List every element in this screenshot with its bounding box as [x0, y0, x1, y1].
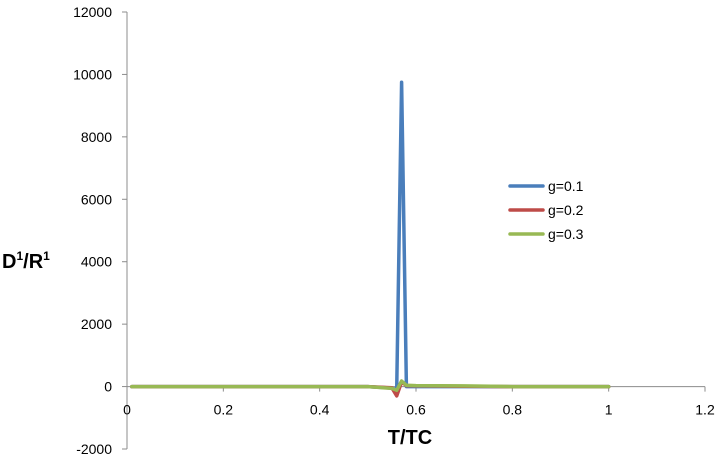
y-tick-label: 2000	[81, 316, 112, 332]
y-tick-label: 8000	[81, 129, 112, 145]
series-group	[130, 80, 611, 398]
y-axis-title-base: D	[2, 251, 16, 273]
x-tick-label: 0.2	[214, 402, 234, 418]
y-axis-title-sup2: 1	[43, 249, 50, 263]
y-tick-label: 12000	[73, 4, 112, 20]
legend-label-2: g=0.2	[548, 202, 584, 218]
y-tick-label: -2000	[76, 441, 112, 457]
series-line-3	[130, 379, 611, 393]
x-tick-label: 0	[123, 402, 131, 418]
y-tick-label: 0	[104, 379, 112, 395]
x-tick-label: 0.6	[406, 402, 426, 418]
y-axis-title: D1/R1	[2, 249, 50, 273]
x-tick-label: 1.2	[695, 402, 715, 418]
x-tick-label: 0.4	[310, 402, 330, 418]
y-axis: -2000 0 2000 4000 6000 8000 10000 12000	[73, 4, 128, 457]
y-tick-label: 10000	[73, 66, 112, 82]
x-axis-title: T/TC	[388, 427, 432, 449]
x-axis: 0 0.2 0.4 0.6 0.8 1 1.2	[123, 386, 715, 418]
x-tick-label: 0.8	[503, 402, 523, 418]
y-axis-title-sup1: 1	[16, 249, 23, 263]
legend-label-1: g=0.1	[548, 178, 584, 194]
legend-label-3: g=0.3	[548, 226, 584, 242]
series-line-2	[130, 380, 611, 398]
series-line-1	[130, 80, 611, 392]
y-tick-label: 6000	[81, 191, 112, 207]
x-tick-label: 1	[605, 402, 613, 418]
legend: g=0.1 g=0.2 g=0.3	[508, 178, 584, 242]
y-tick-label: 4000	[81, 254, 112, 270]
y-axis-title-mid: /R	[23, 251, 44, 273]
